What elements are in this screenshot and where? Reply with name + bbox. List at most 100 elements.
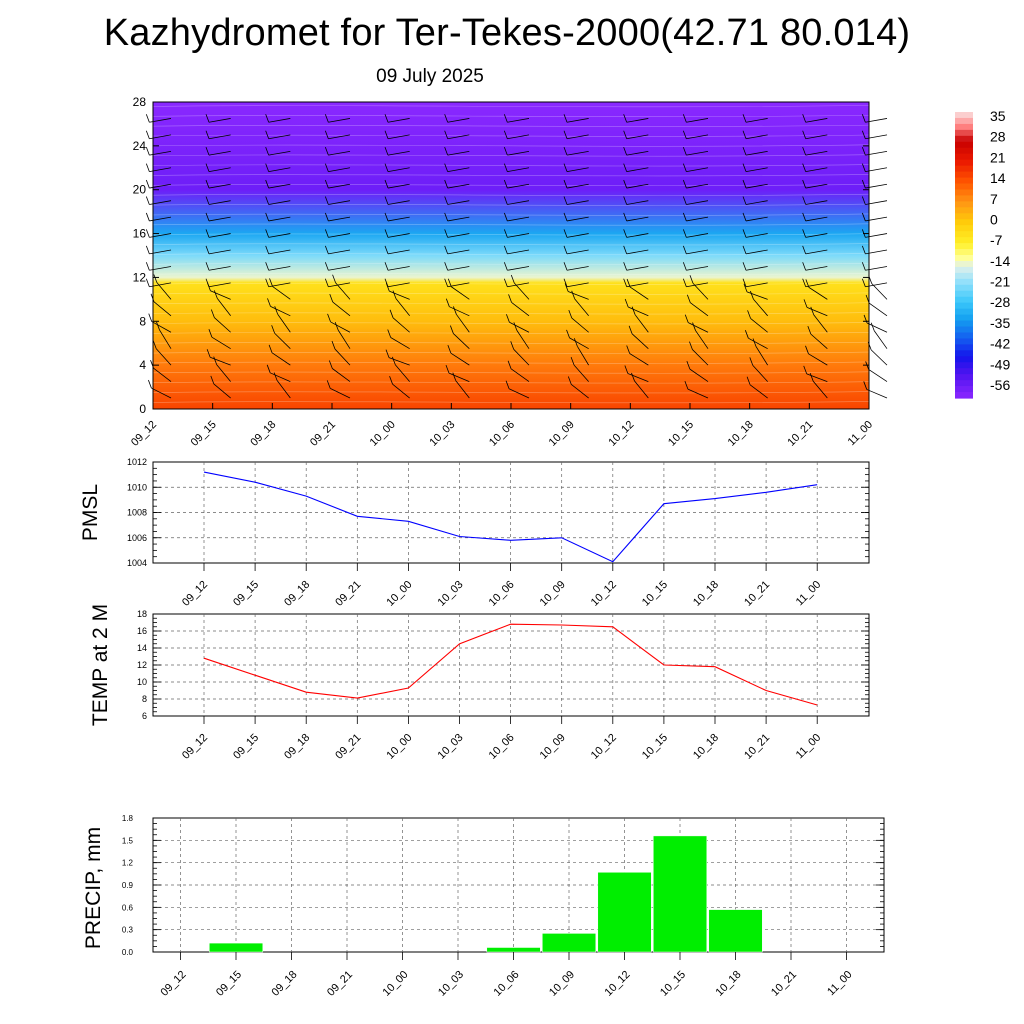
wind-barb-flag — [324, 179, 329, 189]
wind-barb-flag — [563, 163, 568, 172]
wind-barb — [387, 249, 410, 255]
wind-barb — [745, 249, 768, 255]
x-tick-label: 09_15 — [214, 969, 244, 999]
colorbar-label: -14 — [990, 253, 1010, 269]
wind-barb-flag — [682, 278, 687, 287]
wind-barb-flag — [384, 179, 389, 189]
contour-line — [152, 134, 870, 137]
wind-barb-flag — [328, 360, 333, 369]
wind-barb — [629, 353, 649, 366]
wind-barb — [695, 330, 709, 349]
wind-barb-flag — [503, 278, 508, 287]
wind-barb-flag — [747, 310, 751, 319]
wind-barb-flag — [444, 179, 449, 189]
wind-barb-flag — [384, 229, 389, 238]
colorbar-cell — [955, 195, 973, 202]
x-tick-label: 10_00 — [384, 579, 414, 609]
wind-barb-flag — [563, 212, 568, 222]
wind-barb-flag — [392, 356, 396, 366]
colorbar-label: -21 — [990, 274, 1010, 290]
wind-barb-flag — [145, 278, 150, 287]
wind-barb-flag — [324, 229, 329, 238]
wind-barb — [507, 118, 530, 123]
wind-barb-flag — [810, 306, 815, 316]
colorbar-label: 7 — [990, 191, 998, 207]
colorbar-cell — [955, 266, 973, 274]
wind-barb — [569, 337, 589, 350]
x-tick-label: 10_06 — [492, 969, 522, 999]
wind-barb-flag — [623, 163, 628, 172]
contour-line — [152, 361, 870, 364]
wind-barb — [745, 266, 768, 271]
contour-line — [152, 332, 870, 335]
wind-barb — [208, 200, 231, 205]
colorbar-cell — [955, 219, 973, 226]
wind-barb-flag — [682, 229, 687, 238]
precip-bar — [486, 947, 541, 953]
wind-barb-flag — [686, 294, 691, 303]
wind-barb-flag — [145, 196, 150, 205]
wind-barb — [812, 380, 828, 399]
contour-line — [152, 223, 870, 226]
wind-barb-flag — [334, 322, 339, 331]
wind-barb-flag — [861, 262, 866, 271]
x-tick-label: 10_12 — [589, 732, 619, 762]
wind-barb-flag — [573, 338, 578, 347]
wind-barb — [692, 282, 709, 300]
wind-barb — [268, 249, 291, 255]
colorbar-label: 35 — [990, 108, 1006, 124]
wind-barb — [276, 380, 291, 399]
colorbar-cell — [955, 350, 973, 357]
wind-barb — [686, 134, 709, 140]
wind-barb — [387, 282, 410, 288]
wind-barb — [686, 200, 709, 205]
wind-barb — [686, 118, 709, 123]
wind-barb-flag — [564, 283, 569, 292]
wind-barb-flag — [506, 314, 510, 323]
wind-barb — [337, 329, 351, 349]
wind-barb-flag — [802, 278, 807, 287]
wind-barb-flag — [444, 229, 449, 238]
wind-barb — [745, 167, 768, 172]
wind-barb-flag — [508, 294, 512, 303]
y-tick-label: 4 — [139, 358, 146, 372]
wind-barb-flag — [682, 147, 687, 156]
wind-barb — [270, 305, 291, 317]
colorbar-cell — [955, 380, 973, 387]
wind-barb — [513, 349, 530, 366]
y-tick-label: 24 — [133, 139, 147, 153]
colorbar-cell — [955, 243, 973, 250]
wind-barb-flag — [327, 313, 331, 323]
colorbar-cell — [955, 141, 973, 149]
y-tick-label: 0.3 — [122, 926, 134, 935]
wind-barb-flag — [563, 229, 568, 238]
wind-barb-flag — [742, 147, 747, 156]
contour-line — [152, 193, 870, 196]
wind-barb-flag — [563, 114, 568, 123]
wind-barb — [745, 216, 768, 222]
colorbar-cell — [955, 135, 973, 143]
wind-barb-flag — [563, 196, 568, 205]
wind-barb-flag — [809, 373, 814, 382]
x-tick-label: 09_21 — [325, 969, 355, 999]
x-tick-label: 10_15 — [640, 579, 670, 609]
colorbar: 35 28 21 14 7 0 -7 -14 -21 -28 -35 -42 -49 -56 — [955, 108, 1010, 399]
wind-barb-flag — [684, 314, 689, 323]
wind-barb-flag — [265, 212, 270, 222]
y-axis-label: PMSL — [79, 484, 102, 541]
x-tick-label: 10_21 — [742, 579, 772, 609]
x-tick-label: 10_06 — [487, 732, 517, 762]
wind-barb — [805, 216, 828, 222]
precip-panel: 0.0 0.3 0.6 0.9 1.2 1.5 1.8 09_12 09_15 09_18 09_2… — [82, 814, 885, 999]
wind-barb-flag — [324, 212, 329, 222]
wind-barb — [870, 349, 888, 366]
wind-barb-flag — [626, 345, 631, 354]
wind-barb — [873, 330, 888, 349]
wind-barb — [692, 349, 709, 366]
wind-barb-flag — [623, 262, 628, 271]
wind-barb-flag — [384, 212, 389, 222]
wind-barb — [159, 329, 172, 349]
wind-barb-flag — [803, 365, 808, 375]
colorbar-cell — [955, 296, 973, 304]
wind-barb — [507, 266, 530, 271]
